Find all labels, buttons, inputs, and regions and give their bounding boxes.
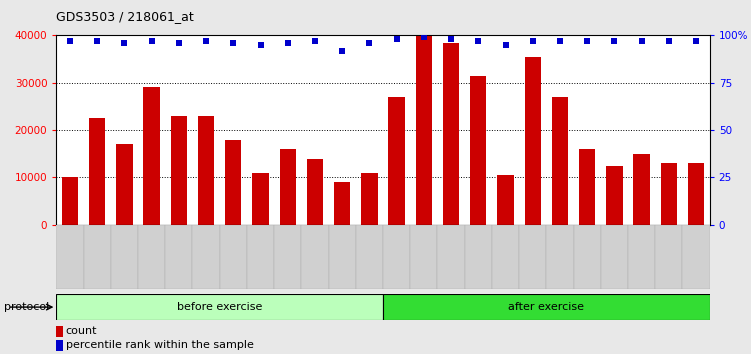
Point [526,38,538,44]
Bar [306,159,323,225]
Bar [225,139,241,225]
Bar [116,144,132,225]
Point [119,40,131,46]
Point [608,38,620,44]
Point [200,38,212,44]
Bar [170,116,187,225]
Point [663,38,675,44]
Bar [574,225,601,289]
Bar [519,225,546,289]
Point [309,38,321,44]
Point [499,42,511,48]
Bar [388,97,405,225]
Bar [492,225,519,289]
Bar [410,225,437,289]
Bar [524,57,541,225]
Point [336,48,348,53]
Bar [655,225,683,289]
Bar [628,225,655,289]
Bar [465,225,492,289]
Bar [497,175,514,225]
Bar [247,225,274,289]
Bar [361,173,378,225]
Bar [301,225,328,289]
Bar [252,173,269,225]
Bar [383,294,710,320]
Text: GDS3503 / 218061_at: GDS3503 / 218061_at [56,10,194,23]
Bar [89,118,105,225]
Bar [198,116,214,225]
Bar [143,87,160,225]
Point [173,40,185,46]
Bar [661,163,677,225]
Point [255,42,267,48]
Point [64,38,76,44]
Bar [547,225,574,289]
Bar [383,225,410,289]
Bar [416,35,432,225]
Bar [470,76,487,225]
Point [363,40,376,46]
Bar [683,225,710,289]
Bar [552,97,568,225]
Point [581,38,593,44]
Point [391,36,403,42]
Bar [83,225,111,289]
Point [146,38,158,44]
Point [445,36,457,42]
Point [228,40,240,46]
Bar [356,225,383,289]
Bar [279,149,296,225]
Point [690,38,702,44]
Bar [62,177,78,225]
Point [91,38,103,44]
Bar [56,225,83,289]
Point [472,38,484,44]
Bar [138,225,165,289]
Bar [219,225,247,289]
Bar [165,225,192,289]
Bar [601,225,628,289]
Bar [688,163,704,225]
Bar [56,326,63,337]
Point [554,38,566,44]
Text: protocol: protocol [4,302,49,312]
Bar [328,225,356,289]
Text: count: count [66,326,97,336]
Point [635,38,647,44]
Bar [606,166,623,225]
Bar [56,294,383,320]
Point [282,40,294,46]
Text: before exercise: before exercise [177,302,262,312]
Text: percentile rank within the sample: percentile rank within the sample [66,341,254,350]
Text: after exercise: after exercise [508,302,584,312]
Bar [437,225,465,289]
Bar [192,225,219,289]
Point [418,34,430,40]
Bar [56,340,63,351]
Bar [579,149,596,225]
Bar [633,154,650,225]
Bar [334,182,350,225]
Bar [443,42,459,225]
Bar [111,225,138,289]
Bar [274,225,301,289]
